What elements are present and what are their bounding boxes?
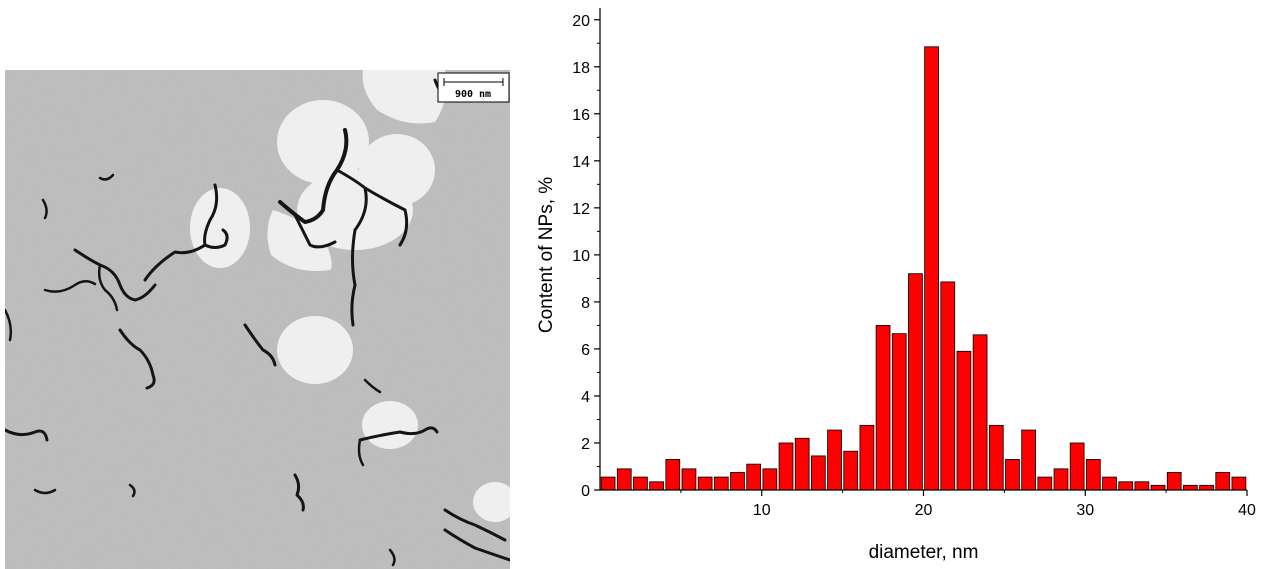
histogram-bar bbox=[827, 429, 842, 491]
histogram-bar bbox=[633, 476, 648, 491]
histogram-bar bbox=[778, 442, 794, 491]
histogram-bar bbox=[1005, 459, 1020, 491]
y-tick-label: 6 bbox=[581, 342, 590, 359]
histogram-bar bbox=[1037, 476, 1053, 491]
axes-group: 0 2 4 6 8 10 12 14 16 18 20 10 20 30 40 bbox=[572, 8, 1256, 519]
scale-bar-label: 900 nm bbox=[455, 89, 491, 100]
histogram-bar bbox=[616, 468, 632, 491]
histogram-bar bbox=[762, 468, 778, 491]
histogram-bar bbox=[1166, 471, 1182, 491]
y-tick-label: 18 bbox=[572, 60, 590, 77]
histogram-bar bbox=[1085, 459, 1101, 491]
histogram-bar bbox=[843, 450, 859, 491]
scale-bar: 900 nm bbox=[437, 72, 510, 103]
histogram-bar bbox=[600, 476, 616, 491]
x-tick-label: 10 bbox=[753, 502, 771, 519]
histogram-bar bbox=[1021, 429, 1036, 491]
histogram-bar bbox=[988, 424, 1004, 491]
histogram-bar bbox=[730, 471, 745, 491]
histogram-bar bbox=[908, 273, 923, 491]
y-tick-label: 8 bbox=[581, 295, 590, 312]
y-tick-label: 16 bbox=[572, 107, 590, 124]
y-tick-label: 14 bbox=[572, 154, 590, 171]
histogram-bar bbox=[649, 481, 664, 491]
histogram-bar bbox=[665, 459, 681, 491]
histogram-bar bbox=[875, 325, 891, 491]
histogram-bar bbox=[713, 476, 729, 491]
x-tick-label: 40 bbox=[1238, 502, 1256, 519]
histogram-bar bbox=[681, 468, 697, 491]
histogram-bar bbox=[859, 424, 875, 491]
histogram-bar bbox=[811, 455, 826, 491]
micrograph-noise bbox=[5, 70, 510, 569]
film-holes bbox=[190, 70, 510, 522]
x-axis-title: diameter, nm bbox=[869, 542, 979, 563]
y-tick-label: 4 bbox=[581, 389, 590, 406]
histogram-bar bbox=[1118, 481, 1134, 491]
histogram-bar bbox=[1053, 468, 1069, 491]
bars-group bbox=[600, 46, 1247, 491]
histogram-bar bbox=[1102, 476, 1117, 491]
histogram-bar bbox=[972, 334, 988, 491]
y-tick-label: 2 bbox=[581, 436, 590, 453]
tem-micrograph: 900 nm bbox=[5, 70, 510, 569]
histogram-bar bbox=[1150, 484, 1166, 491]
histogram-bar bbox=[1199, 484, 1214, 491]
histogram-bar bbox=[697, 476, 713, 491]
histogram-bar bbox=[1215, 471, 1231, 491]
histogram-bar bbox=[891, 333, 907, 491]
histogram-bar bbox=[1134, 481, 1150, 491]
x-tick-label: 30 bbox=[1076, 502, 1094, 519]
y-tick-label: 10 bbox=[572, 248, 590, 265]
x-tick-label: 20 bbox=[915, 502, 933, 519]
histogram-bar bbox=[746, 463, 762, 491]
histogram-bar bbox=[1069, 442, 1085, 491]
y-tick-label: 20 bbox=[572, 13, 590, 30]
histogram-bar bbox=[940, 281, 956, 491]
y-tick-label: 12 bbox=[572, 201, 590, 218]
histogram-bar bbox=[1231, 476, 1247, 491]
y-axis-title: Content of NPs, % bbox=[536, 177, 557, 333]
y-tick-label: 0 bbox=[581, 483, 590, 500]
histogram-bar bbox=[794, 437, 810, 491]
histogram-bar bbox=[1183, 484, 1198, 491]
histogram-bar bbox=[956, 350, 972, 491]
histogram-bar bbox=[924, 46, 939, 491]
histogram-chart: 0 2 4 6 8 10 12 14 16 18 20 10 20 30 40 Content of NPs… bbox=[536, 8, 1256, 563]
